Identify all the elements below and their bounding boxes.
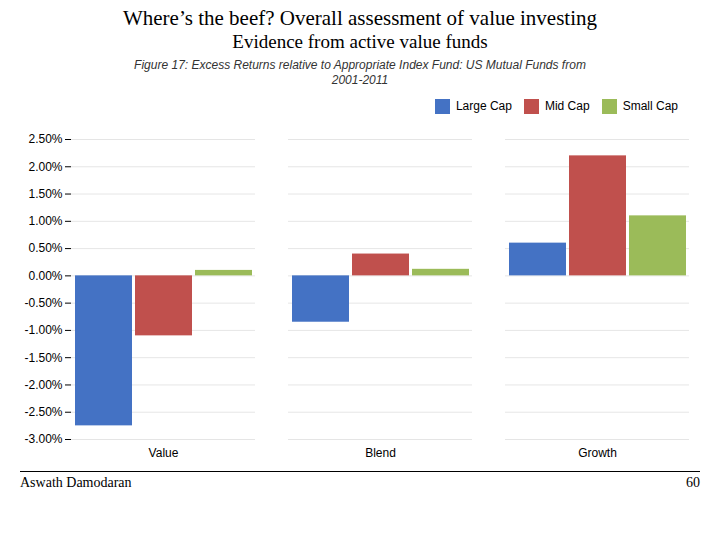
svg-text:1.50%: 1.50% xyxy=(28,187,62,201)
html-text:Where’s the beef? Overall asse: Where’s the beef? Overall assessment of … xyxy=(123,6,597,30)
svg-text:2.50%: 2.50% xyxy=(28,132,62,146)
svg-text:Value: Value xyxy=(149,446,179,460)
svg-text:2.00%: 2.00% xyxy=(28,160,62,174)
html-text:Aswath Damodaran: Aswath Damodaran xyxy=(20,475,132,490)
html-text:Figure 17: Excess Returns rela: Figure 17: Excess Returns relative to Ap… xyxy=(134,58,586,87)
svg-text:Growth: Growth xyxy=(578,446,617,460)
html-text:Small Cap: Small Cap xyxy=(622,99,678,114)
html-text:Evidence from active value fun: Evidence from active value funds xyxy=(232,31,488,53)
html-text:60: 60 xyxy=(686,475,700,490)
html-text:Large Cap: Large Cap xyxy=(455,99,512,114)
svg-text:0.00%: 0.00% xyxy=(28,269,62,283)
html-text:Mid Cap: Mid Cap xyxy=(545,99,590,114)
svg-text:-2.50%: -2.50% xyxy=(24,405,62,419)
svg-text:1.00%: 1.00% xyxy=(28,214,62,228)
svg-text:-2.00%: -2.00% xyxy=(24,378,62,392)
svg-text:-3.00%: -3.00% xyxy=(24,432,62,446)
svg-text:0.50%: 0.50% xyxy=(28,241,62,255)
svg-text:-1.50%: -1.50% xyxy=(24,351,62,365)
svg-text:Blend: Blend xyxy=(365,446,396,460)
svg-text:-1.00%: -1.00% xyxy=(24,323,62,337)
svg-text:-0.50%: -0.50% xyxy=(24,296,62,310)
